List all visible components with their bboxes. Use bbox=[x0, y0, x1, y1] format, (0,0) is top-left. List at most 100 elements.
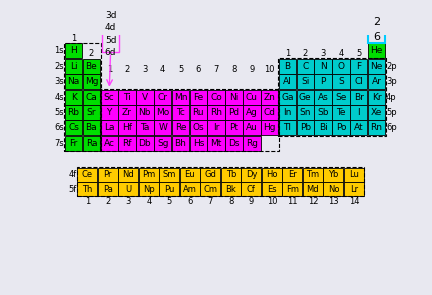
Text: Mt: Mt bbox=[210, 139, 222, 148]
Bar bbox=[154, 105, 172, 120]
Text: 1: 1 bbox=[285, 49, 290, 58]
Text: Cm: Cm bbox=[203, 184, 217, 194]
Text: 3: 3 bbox=[126, 197, 131, 206]
Bar bbox=[65, 59, 82, 74]
Text: 8: 8 bbox=[228, 197, 234, 206]
Text: Lr: Lr bbox=[350, 184, 358, 194]
Bar bbox=[314, 59, 332, 74]
Text: Ge: Ge bbox=[299, 93, 311, 102]
Text: Nb: Nb bbox=[139, 108, 151, 117]
Bar bbox=[65, 43, 82, 58]
Text: 8: 8 bbox=[231, 65, 237, 73]
Bar bbox=[136, 136, 154, 151]
Text: Sb: Sb bbox=[318, 108, 329, 117]
Bar bbox=[101, 120, 118, 135]
Text: As: As bbox=[318, 93, 328, 102]
Text: Sn: Sn bbox=[299, 108, 311, 117]
Text: O: O bbox=[337, 62, 344, 71]
Text: N: N bbox=[320, 62, 327, 71]
Text: Tb: Tb bbox=[226, 170, 236, 179]
Bar bbox=[101, 136, 118, 151]
Text: S: S bbox=[338, 77, 344, 86]
Bar bbox=[101, 105, 118, 120]
Bar bbox=[350, 105, 368, 120]
Bar bbox=[243, 136, 260, 151]
Bar bbox=[172, 136, 189, 151]
Text: 4: 4 bbox=[160, 65, 165, 73]
Bar bbox=[261, 120, 278, 135]
Text: 2: 2 bbox=[105, 197, 111, 206]
Text: V: V bbox=[142, 93, 148, 102]
Text: 2: 2 bbox=[303, 49, 308, 58]
Bar bbox=[368, 105, 385, 120]
Text: 10: 10 bbox=[264, 65, 275, 73]
Text: C: C bbox=[302, 62, 308, 71]
Text: Au: Au bbox=[246, 124, 258, 132]
Text: Po: Po bbox=[336, 124, 346, 132]
Bar bbox=[344, 182, 364, 196]
Text: Ba: Ba bbox=[86, 124, 97, 132]
Text: Ca: Ca bbox=[86, 93, 97, 102]
Bar bbox=[180, 182, 200, 196]
Text: Pb: Pb bbox=[300, 124, 311, 132]
Text: Ho: Ho bbox=[266, 170, 278, 179]
Bar bbox=[243, 90, 260, 105]
Bar bbox=[350, 74, 368, 89]
Bar bbox=[154, 136, 172, 151]
Text: W: W bbox=[158, 124, 167, 132]
Text: Pr: Pr bbox=[104, 170, 112, 179]
Bar bbox=[102, 15, 119, 52]
Text: 4: 4 bbox=[146, 197, 152, 206]
Text: Rf: Rf bbox=[122, 139, 132, 148]
Bar bbox=[243, 120, 260, 135]
Bar bbox=[154, 90, 172, 105]
Text: Zn: Zn bbox=[264, 93, 276, 102]
Bar bbox=[368, 90, 385, 105]
Bar bbox=[314, 74, 332, 89]
Text: Y: Y bbox=[107, 108, 112, 117]
Bar bbox=[324, 168, 343, 182]
Bar bbox=[332, 59, 349, 74]
Text: He: He bbox=[370, 47, 383, 55]
Text: 11: 11 bbox=[287, 197, 298, 206]
Text: 2: 2 bbox=[89, 49, 94, 58]
Text: Tl: Tl bbox=[283, 124, 292, 132]
Text: Bh: Bh bbox=[175, 139, 187, 148]
Text: Ru: Ru bbox=[193, 108, 204, 117]
Bar bbox=[278, 58, 386, 136]
Bar bbox=[262, 168, 282, 182]
Text: 9: 9 bbox=[249, 197, 254, 206]
Text: 5: 5 bbox=[167, 197, 172, 206]
Text: 3d
4d
5d
6d: 3d 4d 5d 6d bbox=[105, 11, 116, 57]
Text: Tm: Tm bbox=[306, 170, 320, 179]
Text: Ar: Ar bbox=[372, 77, 381, 86]
Text: Fm: Fm bbox=[286, 184, 299, 194]
Bar bbox=[139, 168, 159, 182]
Bar bbox=[314, 90, 332, 105]
Text: 9: 9 bbox=[249, 65, 254, 73]
Text: Np: Np bbox=[143, 184, 155, 194]
Text: 3: 3 bbox=[321, 49, 326, 58]
Bar bbox=[180, 168, 200, 182]
Text: Si: Si bbox=[301, 77, 309, 86]
Bar bbox=[368, 59, 385, 74]
Bar bbox=[297, 74, 314, 89]
Bar bbox=[207, 105, 225, 120]
Bar bbox=[83, 90, 100, 105]
Text: 3p: 3p bbox=[386, 77, 397, 86]
Text: Na: Na bbox=[67, 77, 79, 86]
Text: Pa: Pa bbox=[103, 184, 113, 194]
Text: Ga: Ga bbox=[281, 93, 294, 102]
Text: 5p: 5p bbox=[386, 108, 397, 117]
Text: Ds: Ds bbox=[228, 139, 240, 148]
Text: 6: 6 bbox=[187, 197, 193, 206]
Bar bbox=[207, 120, 225, 135]
Bar bbox=[261, 90, 278, 105]
Bar bbox=[241, 182, 261, 196]
Text: Sm: Sm bbox=[163, 170, 176, 179]
Bar bbox=[297, 59, 314, 74]
Text: Se: Se bbox=[335, 93, 346, 102]
Text: Dy: Dy bbox=[246, 170, 257, 179]
Text: Re: Re bbox=[175, 124, 186, 132]
Bar bbox=[279, 120, 296, 135]
